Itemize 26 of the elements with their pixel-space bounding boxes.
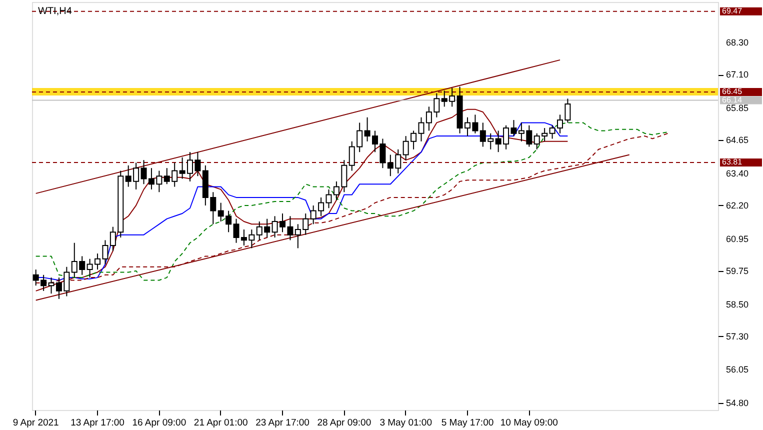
x-tick-label: 23 Apr 17:00 <box>256 418 310 428</box>
x-tick-label: 3 May 01:00 <box>380 418 432 428</box>
y-tick-label: 65.85 <box>726 103 749 114</box>
y-tick-label: 57.30 <box>726 331 749 342</box>
x-tick-label: 21 Apr 01:00 <box>194 418 248 428</box>
ref-line-label: 63.81 <box>722 157 743 166</box>
x-tick-label: 28 Apr 09:00 <box>317 418 372 428</box>
y-tick-label: 56.05 <box>726 364 749 375</box>
x-tick-label: 5 May 17:00 <box>441 418 494 428</box>
y-tick-label: 60.95 <box>726 234 749 244</box>
y-tick-label: 59.75 <box>726 266 749 276</box>
chart-title: WTI,H4 <box>38 6 72 17</box>
y-tick-label: 68.30 <box>726 38 749 48</box>
ref-line-label: 66.14 <box>722 95 743 104</box>
y-tick-label: 64.65 <box>726 135 749 146</box>
x-tick-label: 9 Apr 2021 <box>12 418 59 428</box>
y-tick-label: 54.80 <box>726 398 749 408</box>
y-tick-label: 58.50 <box>726 299 749 310</box>
x-tick-label: 13 Apr 17:00 <box>70 418 124 428</box>
x-tick-label: 10 May 09:00 <box>500 418 558 428</box>
y-tick-label: 62.20 <box>726 200 749 210</box>
x-tick-label: 16 Apr 09:00 <box>132 418 186 428</box>
y-tick-label: 63.40 <box>726 168 749 178</box>
y-tick-label: 67.10 <box>726 70 749 80</box>
ref-line-label: 69.47 <box>722 6 743 16</box>
ref-line-label: 66.45 <box>722 86 743 96</box>
